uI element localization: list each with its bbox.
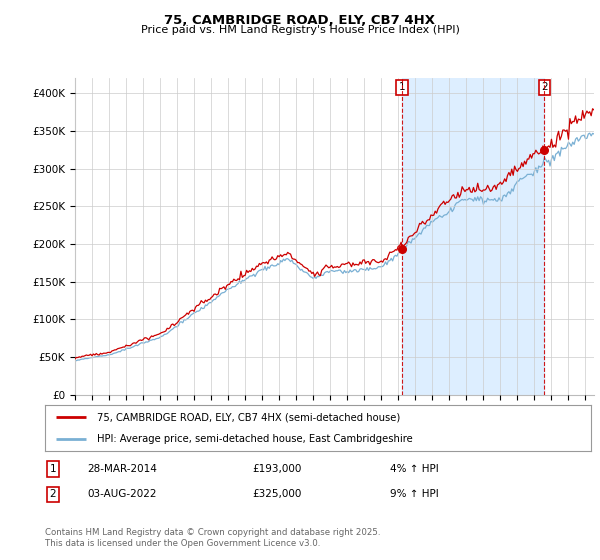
Text: 2: 2 bbox=[541, 82, 548, 92]
Text: 2: 2 bbox=[49, 489, 56, 500]
Text: £325,000: £325,000 bbox=[252, 489, 301, 500]
Text: 1: 1 bbox=[49, 464, 56, 474]
Text: 75, CAMBRIDGE ROAD, ELY, CB7 4HX: 75, CAMBRIDGE ROAD, ELY, CB7 4HX bbox=[164, 14, 436, 27]
Text: 4% ↑ HPI: 4% ↑ HPI bbox=[390, 464, 439, 474]
Text: 03-AUG-2022: 03-AUG-2022 bbox=[87, 489, 157, 500]
Text: 75, CAMBRIDGE ROAD, ELY, CB7 4HX (semi-detached house): 75, CAMBRIDGE ROAD, ELY, CB7 4HX (semi-d… bbox=[97, 412, 400, 422]
Text: Contains HM Land Registry data © Crown copyright and database right 2025.
This d: Contains HM Land Registry data © Crown c… bbox=[45, 528, 380, 548]
Text: 28-MAR-2014: 28-MAR-2014 bbox=[87, 464, 157, 474]
Text: 9% ↑ HPI: 9% ↑ HPI bbox=[390, 489, 439, 500]
Text: 1: 1 bbox=[399, 82, 406, 92]
Text: HPI: Average price, semi-detached house, East Cambridgeshire: HPI: Average price, semi-detached house,… bbox=[97, 435, 413, 444]
Text: Price paid vs. HM Land Registry's House Price Index (HPI): Price paid vs. HM Land Registry's House … bbox=[140, 25, 460, 35]
Text: £193,000: £193,000 bbox=[252, 464, 301, 474]
Bar bbox=[403, 78, 544, 395]
